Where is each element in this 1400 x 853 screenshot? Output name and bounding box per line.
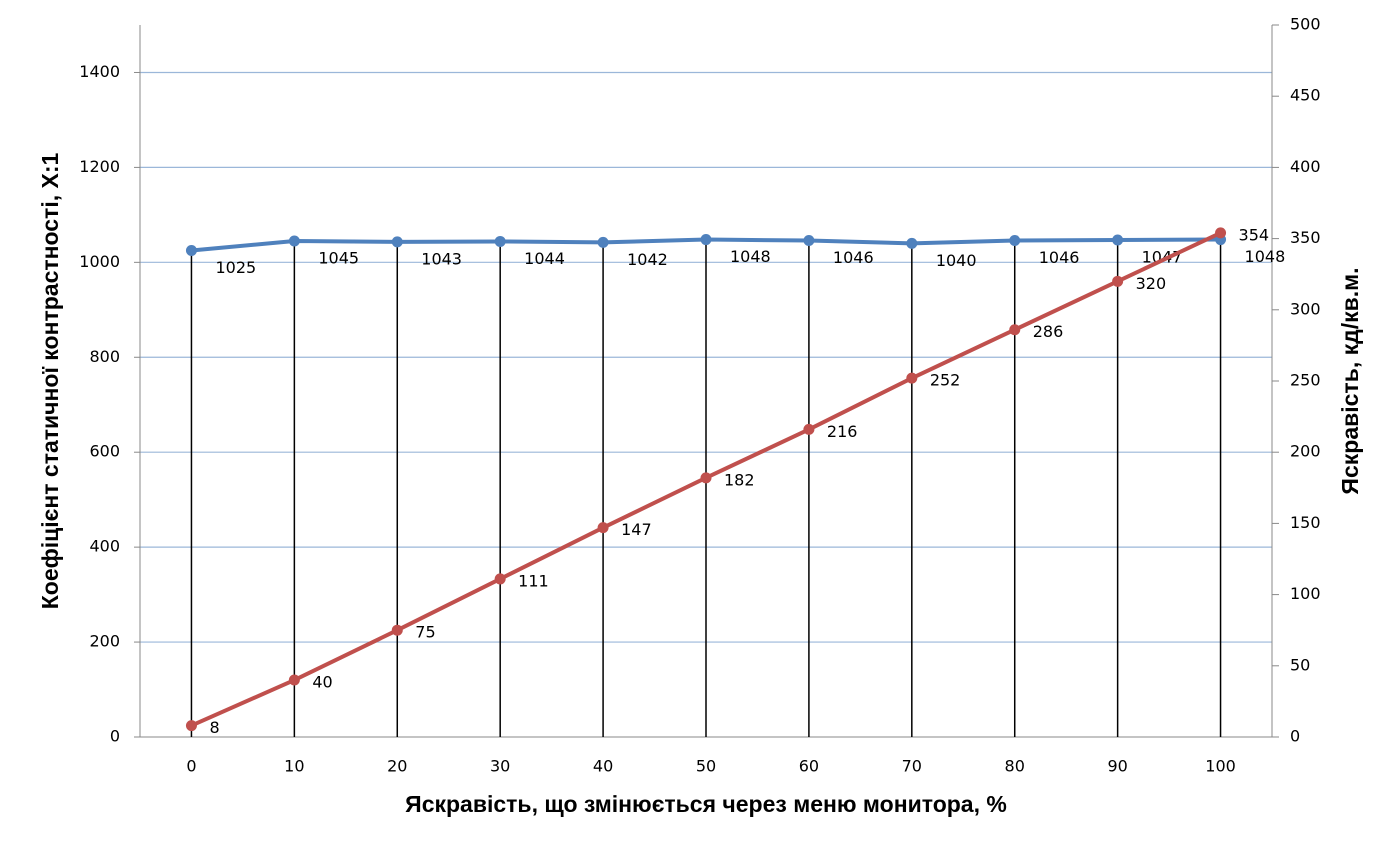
y2-tick-label: 500 xyxy=(1290,15,1321,34)
point xyxy=(700,472,712,484)
data-label: 182 xyxy=(724,470,755,489)
x-tick-label: 20 xyxy=(387,757,407,776)
point xyxy=(288,235,300,247)
y-tick-label: 200 xyxy=(89,632,120,651)
data-label: 111 xyxy=(518,571,549,590)
point xyxy=(906,237,918,249)
y2-tick-label: 300 xyxy=(1290,299,1321,318)
x-tick-label: 70 xyxy=(902,757,922,776)
point xyxy=(597,522,609,534)
y2-tick-label: 0 xyxy=(1290,727,1300,746)
point xyxy=(1112,234,1124,246)
y-tick-label: 0 xyxy=(110,727,120,746)
point xyxy=(700,234,712,246)
data-label: 320 xyxy=(1136,274,1167,293)
y-tick-label: 400 xyxy=(89,537,120,556)
data-label: 1042 xyxy=(627,250,668,269)
point xyxy=(1112,275,1124,287)
y2-tick-label: 250 xyxy=(1290,371,1321,390)
data-label: 1048 xyxy=(1245,247,1286,266)
point xyxy=(1215,227,1227,239)
point xyxy=(906,372,918,384)
point xyxy=(1009,234,1021,246)
point xyxy=(1009,324,1021,336)
y2-tick-label: 100 xyxy=(1290,584,1321,603)
data-label: 147 xyxy=(621,520,652,539)
data-label: 1044 xyxy=(524,249,565,268)
point xyxy=(494,235,506,247)
data-label: 1025 xyxy=(215,258,256,277)
y2-tick-label: 150 xyxy=(1290,513,1321,532)
x-tick-label: 10 xyxy=(284,757,304,776)
point xyxy=(185,720,197,732)
y2-tick-label: 200 xyxy=(1290,442,1321,461)
x-tick-label: 40 xyxy=(593,757,613,776)
y2-tick-label: 400 xyxy=(1290,157,1321,176)
y2-tick-label: 450 xyxy=(1290,86,1321,105)
y-tick-label: 1000 xyxy=(79,252,120,271)
data-label: 1048 xyxy=(730,247,771,266)
data-label: 1046 xyxy=(1039,248,1080,267)
point xyxy=(391,624,403,636)
data-label: 1045 xyxy=(318,248,359,267)
point xyxy=(803,234,815,246)
point xyxy=(494,573,506,585)
data-label: 252 xyxy=(930,371,961,390)
data-label: 216 xyxy=(827,422,858,441)
x-tick-label: 100 xyxy=(1205,757,1236,776)
data-label: 40 xyxy=(312,673,332,692)
point xyxy=(597,236,609,248)
data-label: 1040 xyxy=(936,251,977,270)
x-tick-label: 50 xyxy=(696,757,716,776)
y2-tick-label: 50 xyxy=(1290,655,1310,674)
x-tick-label: 90 xyxy=(1107,757,1127,776)
x-tick-label: 0 xyxy=(186,757,196,776)
x-tick-label: 60 xyxy=(799,757,819,776)
data-label: 354 xyxy=(1239,225,1270,244)
x-axis-label: Яскравість, що змінюється через меню мон… xyxy=(405,791,1007,817)
y2-axis-label: Яскравість, кд/кв.м. xyxy=(1337,267,1363,494)
y-axis-label: Коефіцієнт статичної контрастності, Х:1 xyxy=(37,153,63,610)
y-tick-label: 1400 xyxy=(79,62,120,81)
y2-tick-label: 350 xyxy=(1290,228,1321,247)
data-label: 1046 xyxy=(833,248,874,267)
x-tick-label: 30 xyxy=(490,757,510,776)
point xyxy=(803,423,815,435)
point xyxy=(185,244,197,256)
data-label: 75 xyxy=(415,623,435,642)
data-label: 1047 xyxy=(1142,248,1183,267)
data-label: 286 xyxy=(1033,322,1064,341)
data-label: 8 xyxy=(209,718,219,737)
x-tick-label: 80 xyxy=(1005,757,1025,776)
y-tick-label: 600 xyxy=(89,442,120,461)
point xyxy=(288,674,300,686)
y-tick-label: 800 xyxy=(89,347,120,366)
y-tick-label: 1200 xyxy=(79,157,120,176)
point xyxy=(391,236,403,248)
data-label: 1043 xyxy=(421,249,462,268)
